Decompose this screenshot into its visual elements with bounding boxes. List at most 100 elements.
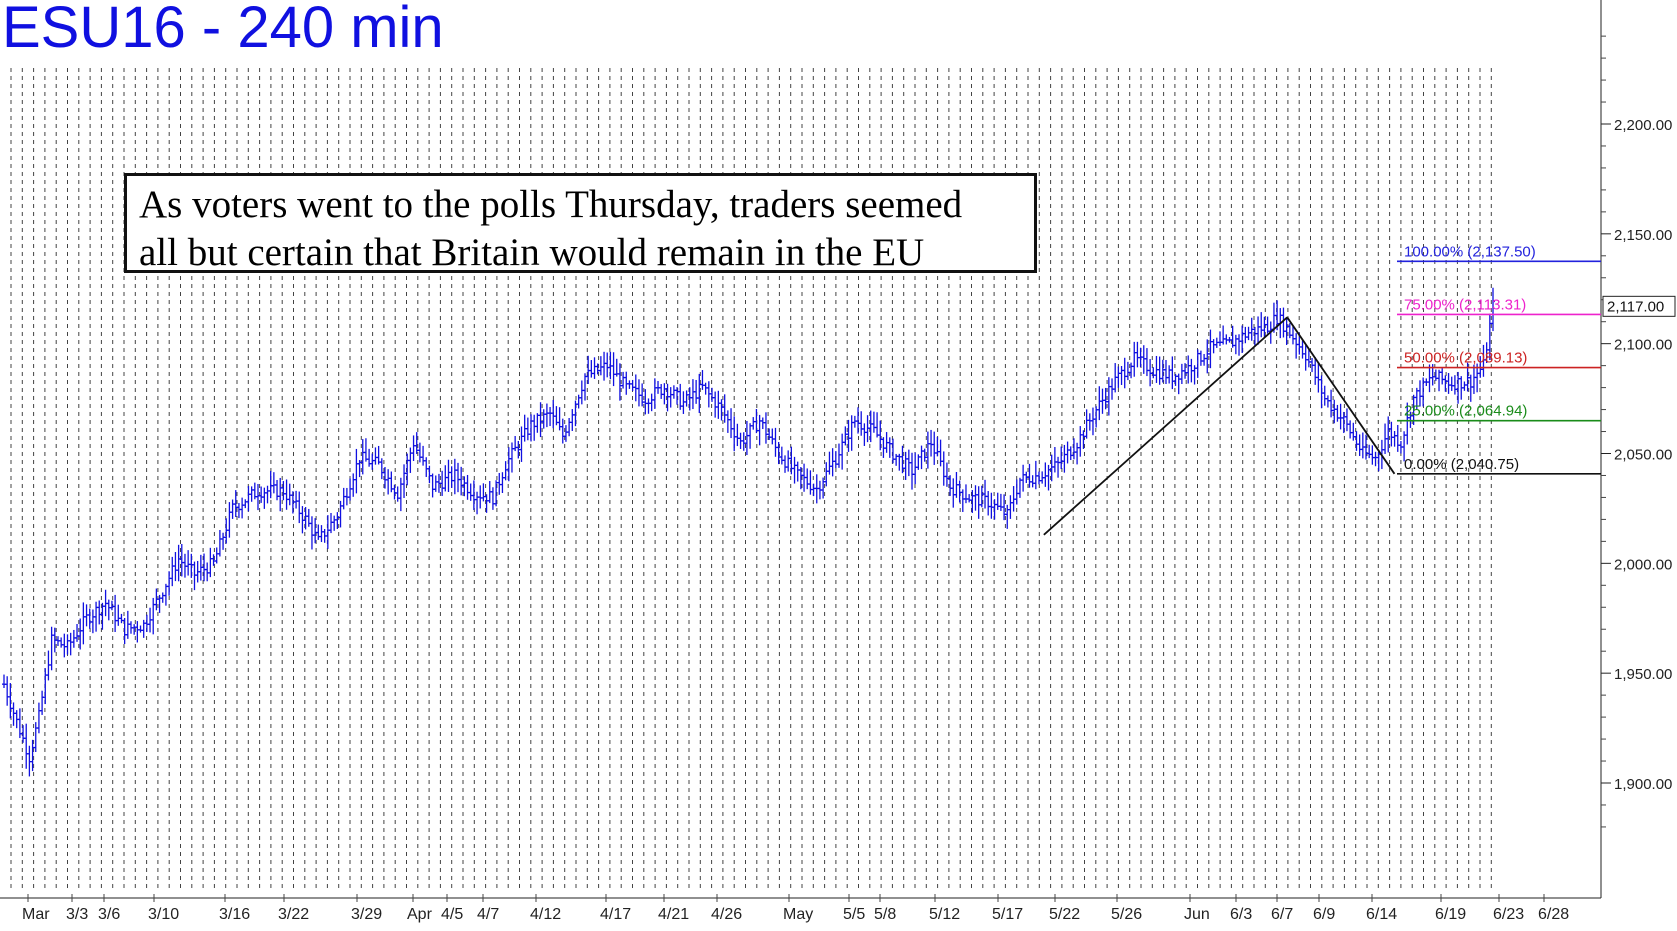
price-bar (859, 411, 864, 436)
price-bar (579, 380, 584, 405)
price-bar (1446, 373, 1451, 394)
price-bar (160, 592, 165, 603)
price-bar (236, 502, 241, 519)
price-bar (1198, 350, 1203, 366)
price-bar (398, 477, 403, 512)
price-bar (983, 479, 988, 509)
annotation-line-1: As voters went to the polls Thursday, tr… (139, 183, 963, 226)
price-bar (789, 446, 794, 475)
price-bar (1468, 374, 1473, 402)
price-bar (913, 452, 918, 485)
price-bar (687, 387, 692, 411)
price-bar (833, 451, 838, 469)
price-bar (1179, 363, 1184, 385)
price-bar (379, 458, 384, 480)
price-bar (90, 609, 95, 634)
price-bar (192, 561, 197, 591)
price-bar (1471, 364, 1476, 394)
price-bar (297, 491, 302, 524)
price-bar (246, 486, 251, 512)
price-bar (402, 464, 407, 499)
price-bar (1443, 375, 1448, 392)
price-bar (1176, 373, 1181, 395)
price-bar (725, 410, 730, 433)
price-bar (284, 479, 289, 510)
price-bar (338, 500, 343, 528)
price-bar (957, 480, 962, 503)
price-bar (1065, 441, 1070, 464)
price-bar (509, 442, 514, 473)
price-bar (109, 600, 114, 611)
x-tick-label: May (783, 906, 813, 923)
x-tick-label: 3/10 (148, 906, 179, 923)
price-bar (570, 409, 575, 432)
price-bar (1491, 287, 1495, 332)
price-bar (1240, 325, 1245, 354)
price-bar (668, 387, 673, 408)
last-price-label: 2,117.00 (1607, 298, 1664, 315)
price-bar (1294, 333, 1299, 359)
price-bar (221, 532, 226, 550)
price-bar (1338, 403, 1343, 430)
y-tick-label: 1,900.00 (1614, 776, 1672, 793)
price-bar (770, 428, 775, 445)
price-bar (567, 417, 572, 437)
price-bar (1262, 316, 1267, 337)
price-bar (709, 387, 714, 402)
price-bar (811, 483, 816, 497)
price-bar (519, 426, 524, 462)
price-bar (779, 446, 784, 465)
price-bar (205, 562, 210, 582)
price-bar (224, 518, 229, 544)
price-bar (783, 455, 788, 473)
x-tick-label: Apr (407, 906, 433, 923)
price-bar (652, 378, 657, 409)
price-bar (1052, 447, 1057, 473)
price-bar (217, 529, 222, 557)
price-bar (1059, 446, 1064, 470)
price-bar (1217, 331, 1222, 347)
price-bar (716, 390, 721, 419)
price-bar (932, 431, 937, 465)
x-tick-label: 6/3 (1230, 906, 1252, 923)
price-bar (1151, 367, 1156, 379)
trend-lines (1043, 316, 1396, 536)
price-bar (681, 391, 686, 414)
price-bar (763, 412, 768, 444)
price-bar (500, 472, 505, 494)
price-bar (703, 382, 708, 395)
price-bar (1233, 334, 1238, 355)
price-bar (59, 637, 64, 648)
y-tick-label: 1,950.00 (1614, 666, 1672, 683)
price-bar (1370, 445, 1375, 465)
price-bar (589, 360, 594, 378)
price-bar (373, 447, 378, 465)
price-bar (976, 486, 981, 519)
price-bar (456, 462, 461, 493)
price-bar (1144, 348, 1149, 377)
price-bar (306, 508, 311, 527)
x-tick-label: 5/26 (1111, 906, 1142, 923)
price-bar (592, 357, 597, 379)
price-bar (757, 414, 762, 446)
price-bar (494, 480, 499, 507)
price-bar (119, 613, 124, 624)
price-bar (1084, 409, 1089, 439)
price-bar (1160, 359, 1165, 383)
price-bar (1449, 376, 1454, 391)
price-bar (852, 415, 857, 428)
price-bar (62, 633, 67, 658)
price-bar (1348, 420, 1353, 439)
price-bar (332, 515, 337, 531)
price-bar (1062, 444, 1067, 473)
price-bar (503, 461, 508, 481)
price-bar (452, 458, 457, 495)
price-bar (449, 466, 454, 488)
price-bar (1167, 365, 1172, 384)
x-tick-label: 6/28 (1538, 906, 1569, 923)
price-bar (1456, 371, 1461, 404)
x-tick-label: 6/14 (1366, 906, 1397, 923)
x-tick-label: 4/21 (658, 906, 689, 923)
price-bar (1202, 353, 1207, 366)
price-bar (662, 383, 667, 405)
